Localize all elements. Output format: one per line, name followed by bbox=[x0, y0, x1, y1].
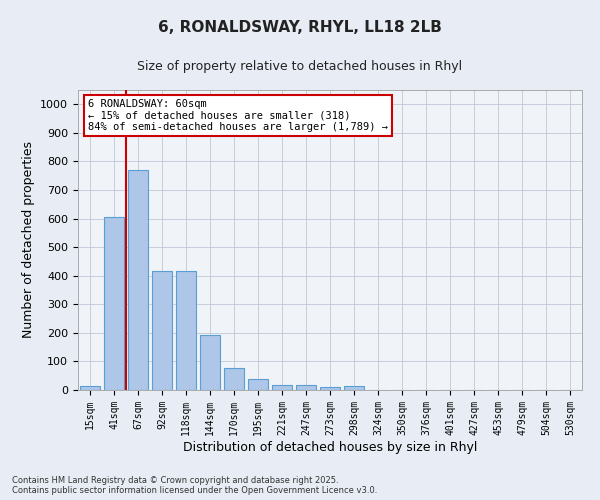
Text: 6 RONALDSWAY: 60sqm
← 15% of detached houses are smaller (318)
84% of semi-detac: 6 RONALDSWAY: 60sqm ← 15% of detached ho… bbox=[88, 99, 388, 132]
Bar bbox=[128, 170, 148, 390]
Bar bbox=[344, 386, 364, 390]
Bar bbox=[152, 272, 172, 390]
Bar bbox=[176, 272, 196, 390]
Text: Size of property relative to detached houses in Rhyl: Size of property relative to detached ho… bbox=[137, 60, 463, 73]
Y-axis label: Number of detached properties: Number of detached properties bbox=[22, 142, 35, 338]
Bar bbox=[272, 385, 292, 390]
Bar bbox=[80, 386, 100, 390]
Text: Contains HM Land Registry data © Crown copyright and database right 2025.
Contai: Contains HM Land Registry data © Crown c… bbox=[12, 476, 377, 495]
Text: 6, RONALDSWAY, RHYL, LL18 2LB: 6, RONALDSWAY, RHYL, LL18 2LB bbox=[158, 20, 442, 35]
Bar bbox=[104, 217, 124, 390]
Bar bbox=[248, 378, 268, 390]
Bar bbox=[320, 386, 340, 390]
Bar bbox=[296, 385, 316, 390]
Bar bbox=[200, 335, 220, 390]
Bar bbox=[224, 368, 244, 390]
X-axis label: Distribution of detached houses by size in Rhyl: Distribution of detached houses by size … bbox=[183, 440, 477, 454]
